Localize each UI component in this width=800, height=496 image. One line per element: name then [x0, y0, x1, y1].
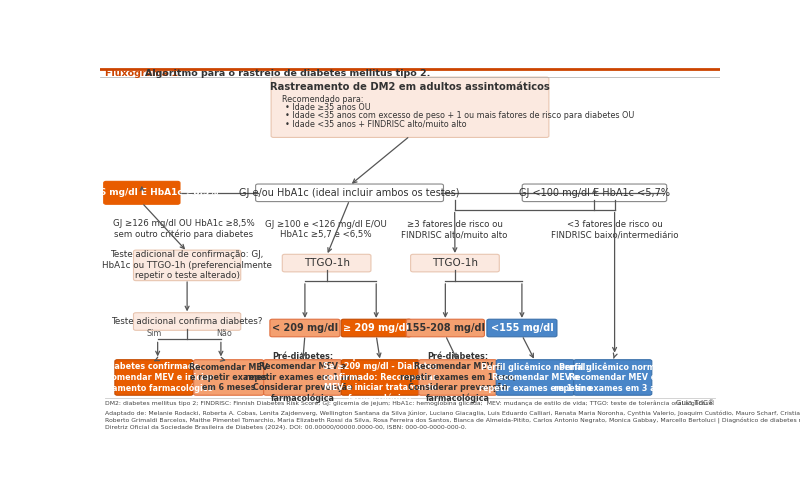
Text: • Idade <35 anos + FINDRISC alto/muito alto: • Idade <35 anos + FINDRISC alto/muito a… [285, 120, 466, 129]
FancyBboxPatch shape [134, 313, 241, 330]
Text: Repetir TTGO-1h.
Se ≥209 mg/dl - Diabetes
confirmado: Recomendar
MEV e iniciar t: Repetir TTGO-1h. Se ≥209 mg/dl - Diabete… [323, 352, 438, 403]
Text: GJ e/ou HbA1c (ideal incluir ambos os testes): GJ e/ou HbA1c (ideal incluir ambos os te… [239, 188, 460, 198]
Text: Roberto Grimaldi Barcelos, Maithe Pimentel Tomarchio, Maria Elizabeth Rossi da S: Roberto Grimaldi Barcelos, Maithe Piment… [105, 418, 800, 424]
Text: • Idade <35 anos com excesso de peso + 1 ou mais fatores de risco para diabetes : • Idade <35 anos com excesso de peso + 1… [285, 112, 634, 121]
Text: Diretriz Oficial da Sociedade Brasileira de Diabetes (2024). DOI: 00.00000/00000: Diretriz Oficial da Sociedade Brasileira… [105, 426, 466, 431]
Text: Não: Não [216, 329, 232, 338]
Text: • Idade ≥35 anos OU: • Idade ≥35 anos OU [285, 103, 370, 112]
FancyBboxPatch shape [341, 319, 411, 337]
FancyBboxPatch shape [256, 184, 443, 201]
FancyBboxPatch shape [270, 319, 340, 337]
FancyBboxPatch shape [410, 254, 499, 272]
Text: Guia TdC®: Guia TdC® [676, 400, 715, 406]
FancyBboxPatch shape [522, 184, 666, 201]
Text: Fluxograma 1.: Fluxograma 1. [105, 68, 182, 77]
Text: Diabetes confirmado.
Recomendar MEV e iniciar
tratamento farmacológico: Diabetes confirmado. Recomendar MEV e in… [95, 362, 213, 393]
Text: Pré-diabetes:
Recomendar MEV e
repetir exames em 1 ano;
Considerar prevenção
far: Pré-diabetes: Recomendar MEV e repetir e… [400, 352, 516, 403]
FancyBboxPatch shape [574, 360, 652, 395]
Text: Recomendado para:: Recomendado para: [282, 95, 363, 104]
Text: GJ ≥100 e <126 mg/dl E/OU
HbA1c ≥5,7 e <6,5%: GJ ≥100 e <126 mg/dl E/OU HbA1c ≥5,7 e <… [266, 220, 387, 239]
Text: DM2: diabetes mellitus tipo 2; FINDRISC: Finnish Diabetes Risk Score; GJ: glicem: DM2: diabetes mellitus tipo 2; FINDRISC:… [105, 400, 714, 406]
FancyBboxPatch shape [271, 77, 549, 137]
Text: <3 fatores de risco ou
FINDRISC baixo/intermediário: <3 fatores de risco ou FINDRISC baixo/in… [551, 220, 678, 239]
Text: Algoritmo para o rastreio de diabetes mellitus tipo 2.: Algoritmo para o rastreio de diabetes me… [145, 68, 430, 77]
Text: Sim: Sim [147, 329, 162, 338]
FancyBboxPatch shape [282, 254, 371, 272]
Text: Perfil glicêmico normal:
Recomendar MEV e
repetir exames em 3 anos: Perfil glicêmico normal: Recomendar MEV … [554, 362, 671, 393]
Text: Pré-diabetes:
Recomendar MEV e
repetir exames em 1 ano;
Considerar prevenção
far: Pré-diabetes: Recomendar MEV e repetir e… [245, 352, 361, 403]
Text: <155 mg/dl: <155 mg/dl [490, 323, 554, 333]
Text: Perfil glicêmico normal:
Recomendar MEV e
repetir exames em 1 ano: Perfil glicêmico normal: Recomendar MEV … [479, 362, 592, 393]
Text: Recomendar MEV
e repetir exames
em 6 meses: Recomendar MEV e repetir exames em 6 mes… [189, 363, 268, 392]
Text: TTGO-1h: TTGO-1h [304, 258, 350, 268]
FancyBboxPatch shape [487, 319, 557, 337]
Text: GJ <100 mg/dl E HbA1c <5,7%: GJ <100 mg/dl E HbA1c <5,7% [519, 188, 670, 198]
Text: ≥3 fatores de risco ou
FINDRISC alto/muito alto: ≥3 fatores de risco ou FINDRISC alto/mui… [402, 220, 508, 239]
Text: ≥ 209 mg/dl: ≥ 209 mg/dl [343, 323, 410, 333]
FancyBboxPatch shape [134, 250, 241, 281]
FancyBboxPatch shape [194, 360, 264, 395]
FancyBboxPatch shape [115, 360, 193, 395]
Text: Adaptado de: Melanie Rodacki, Roberta A. Cobas, Lenita Zajdenverg, Wellington Sa: Adaptado de: Melanie Rodacki, Roberta A.… [105, 410, 800, 416]
Text: TTGO-1h: TTGO-1h [432, 258, 478, 268]
FancyBboxPatch shape [418, 360, 497, 395]
Text: Teste adicional de confirmação: GJ,
HbA1c ou TTGO-1h (preferencialmente
repetir : Teste adicional de confirmação: GJ, HbA1… [102, 250, 272, 280]
FancyBboxPatch shape [341, 360, 419, 395]
FancyBboxPatch shape [104, 182, 180, 204]
Text: GJ ≥126 mg/dl OU HbA1c ≥8,5%
sem outro critério para diabetes: GJ ≥126 mg/dl OU HbA1c ≥8,5% sem outro c… [113, 219, 254, 240]
FancyBboxPatch shape [406, 319, 485, 337]
FancyBboxPatch shape [264, 360, 342, 395]
Text: 155-208 mg/dl: 155-208 mg/dl [406, 323, 485, 333]
Text: Rastreamento de DM2 em adultos assintomáticos: Rastreamento de DM2 em adultos assintomá… [270, 82, 550, 92]
Text: < 209 mg/dl: < 209 mg/dl [272, 323, 338, 333]
Text: GJ ≥126 mg/dl E HbA1c ≥8,5%: GJ ≥126 mg/dl E HbA1c ≥8,5% [66, 188, 218, 197]
FancyBboxPatch shape [496, 360, 574, 395]
Text: Teste adicional confirma diabetes?: Teste adicional confirma diabetes? [111, 317, 263, 326]
